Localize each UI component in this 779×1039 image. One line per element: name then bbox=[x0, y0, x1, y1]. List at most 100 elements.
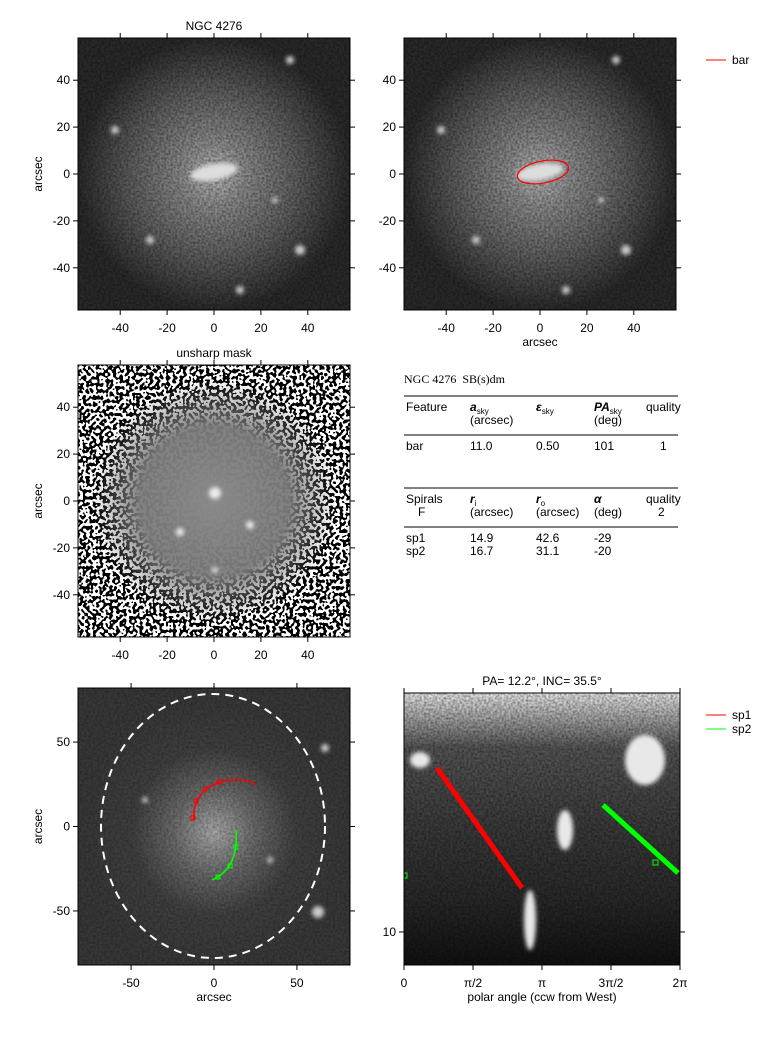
x-tick-label: 40 bbox=[627, 321, 641, 335]
y-tick-label: 0 bbox=[63, 820, 70, 834]
y-tick-label: 0 bbox=[63, 167, 70, 181]
cell: 1 bbox=[660, 439, 667, 453]
y-axis-label: arcsec bbox=[31, 809, 45, 844]
unit: (arcsec) bbox=[536, 505, 579, 519]
y-tick-label: 0 bbox=[63, 494, 70, 508]
x-tick-label: -20 bbox=[158, 321, 176, 335]
subscript: sky bbox=[542, 407, 554, 416]
cell: -29 bbox=[594, 531, 612, 545]
y-tick-label: -40 bbox=[53, 261, 71, 275]
spiral-1 bbox=[193, 779, 257, 821]
x-tick-label: 0 bbox=[401, 976, 408, 990]
x-tick-label: 20 bbox=[254, 321, 268, 335]
legend-label: bar bbox=[732, 53, 749, 67]
cell: 14.9 bbox=[470, 531, 494, 545]
x-tick-label: -20 bbox=[158, 648, 176, 662]
header: Feature bbox=[406, 400, 448, 414]
cell: 11.0 bbox=[470, 439, 493, 453]
y-tick-label: 40 bbox=[57, 73, 71, 87]
subscript: sky bbox=[477, 407, 489, 416]
y-tick-label: 40 bbox=[383, 73, 397, 87]
unit: (deg) bbox=[594, 413, 622, 427]
header-symbol: PAsky bbox=[594, 400, 622, 416]
unsharp-mask-image bbox=[78, 365, 350, 637]
deprojected-image bbox=[78, 688, 350, 965]
x-tick-label: 20 bbox=[580, 321, 594, 335]
y-tick-label: 50 bbox=[57, 735, 71, 749]
symbol: a bbox=[470, 400, 477, 414]
subscript: sky bbox=[610, 407, 622, 416]
x-tick-label: -40 bbox=[112, 321, 130, 335]
cell: 101 bbox=[594, 439, 614, 453]
x-tick-label: -40 bbox=[438, 321, 456, 335]
subscript: i bbox=[475, 499, 477, 508]
y-tick-label: -20 bbox=[53, 214, 71, 228]
cell: bar bbox=[406, 439, 423, 453]
x-axis-label: arcsec bbox=[196, 990, 231, 1004]
x-tick-label: 50 bbox=[290, 976, 304, 990]
y-axis-label: arcsec bbox=[31, 483, 45, 518]
legend-label: sp1 bbox=[732, 708, 752, 722]
y-axis-label: arcsec bbox=[31, 156, 45, 191]
cell: 42.6 bbox=[536, 531, 560, 545]
note: F bbox=[418, 505, 425, 519]
cell: sp2 bbox=[406, 544, 426, 558]
y-tick-label: -40 bbox=[53, 588, 71, 602]
y-tick-label: 20 bbox=[57, 120, 71, 134]
bar-ellipse bbox=[516, 159, 570, 185]
x-tick-label: -50 bbox=[122, 976, 140, 990]
header-symbol: ri bbox=[470, 492, 477, 508]
unit: (deg) bbox=[594, 505, 622, 519]
y-tick-label: 0 bbox=[389, 167, 396, 181]
symbol: r bbox=[470, 492, 476, 506]
y-tick-label: 40 bbox=[57, 400, 71, 414]
x-tick-label: π bbox=[538, 976, 546, 990]
y-tick-label: -20 bbox=[53, 541, 71, 555]
header-symbol: ro bbox=[536, 492, 546, 508]
y-tick-label: 20 bbox=[57, 447, 71, 461]
header-symbol: εsky bbox=[536, 400, 554, 416]
panel-title: PA= 12.2°, INC= 35.5° bbox=[482, 674, 602, 688]
cell: 31.1 bbox=[536, 544, 560, 558]
x-tick-label: -20 bbox=[484, 321, 502, 335]
sp2-fit bbox=[601, 803, 680, 875]
panel-title: NGC 4276 bbox=[186, 19, 243, 33]
cell: sp1 bbox=[406, 531, 426, 545]
polar-image bbox=[404, 693, 680, 965]
x-tick-label: 0 bbox=[211, 321, 218, 335]
legend-label: sp2 bbox=[732, 722, 752, 736]
symbol: ε bbox=[536, 400, 542, 414]
cell: 0.50 bbox=[536, 439, 560, 453]
x-tick-label: 2π bbox=[673, 976, 688, 990]
x-tick-label: 20 bbox=[254, 648, 268, 662]
sp1-fit bbox=[434, 766, 525, 890]
cell: -20 bbox=[594, 544, 612, 558]
symbol: α bbox=[594, 492, 602, 506]
table-title: NGC 4276 SB(s)dm bbox=[404, 372, 506, 386]
y-tick-label: 20 bbox=[383, 120, 397, 134]
x-tick-label: 0 bbox=[537, 321, 544, 335]
y-tick-label: -50 bbox=[53, 904, 71, 918]
y-tick-label: 10 bbox=[383, 925, 397, 939]
x-axis-label: arcsec bbox=[522, 335, 557, 349]
subscript: o bbox=[541, 499, 546, 508]
x-tick-label: 0 bbox=[211, 976, 218, 990]
header-symbol: asky bbox=[470, 400, 489, 416]
unit: (arcsec) bbox=[470, 413, 513, 427]
x-tick-label: 40 bbox=[301, 321, 315, 335]
header: quality bbox=[646, 400, 681, 414]
galaxy-image bbox=[404, 38, 676, 310]
unit: (arcsec) bbox=[470, 505, 513, 519]
cell: 16.7 bbox=[470, 544, 494, 558]
panel-title: unsharp mask bbox=[176, 346, 252, 360]
header: Spirals bbox=[406, 492, 443, 506]
header: quality bbox=[646, 492, 681, 506]
x-tick-label: π/2 bbox=[464, 976, 483, 990]
header-symbol: α bbox=[594, 492, 602, 506]
symbol: PA bbox=[594, 400, 610, 414]
x-axis-label: polar angle (ccw from West) bbox=[467, 990, 616, 1004]
disk-ellipse bbox=[100, 693, 326, 959]
x-tick-label: 0 bbox=[211, 648, 218, 662]
